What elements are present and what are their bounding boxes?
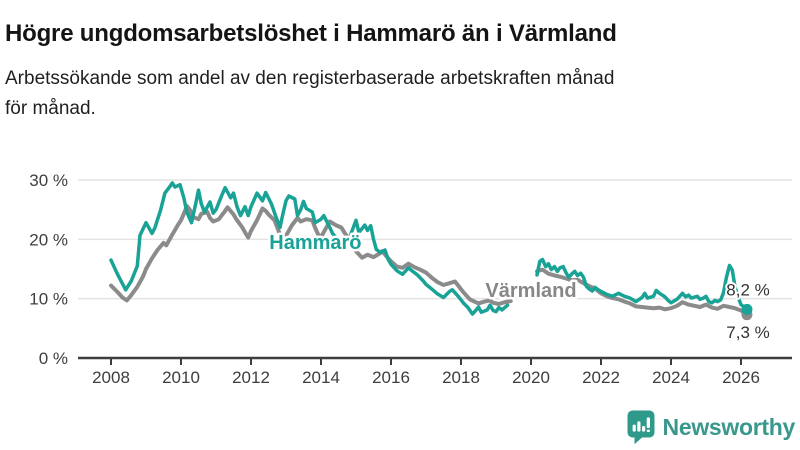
end-value-label-hammaro: 8,2 % [726,281,769,300]
chart-subtitle: Arbetssökande som andel av den registerb… [5,64,775,124]
chart-title: Högre ungdomsarbetslöshet i Hammarö än i… [5,20,617,48]
x-axis-tick-label-2024: 2024 [652,368,690,387]
x-axis-tick-label-2010: 2010 [162,368,200,387]
unemployment-line-chart: 2008 2010 2012 2014 2016 2018 2020 2022 2024 2026… [29,171,792,387]
series-line-varmland-0 [109,204,513,306]
x-axis-tick-label-2014: 2014 [302,368,340,387]
x-axis-tick-label-2018: 2018 [442,368,480,387]
series-end-dot-hammaro [741,303,753,315]
y-axis-tick-label-0: 0 % [39,349,68,368]
x-axis-tick-label-2012: 2012 [232,368,270,387]
series-label-hammaro: Hammarö [269,232,361,254]
x-axis-tick-label-2022: 2022 [582,368,620,387]
x-axis-tick-label-2020: 2020 [512,368,550,387]
y-axis-tick-label-20: 20 % [29,230,68,249]
series-line-hammaro-0 [109,181,510,316]
newsworthy-logo-text: Newsworthy [662,413,796,440]
y-axis-tick-label-30: 30 % [29,171,68,190]
x-axis-tick-label-2016: 2016 [372,368,410,387]
x-axis-tick-label-2008: 2008 [92,368,130,387]
end-value-label-varmland: 7,3 % [726,323,769,342]
y-axis-tick-label-10: 10 % [29,290,68,309]
chart-subtitle-line1: Arbetssökande som andel av den registerb… [5,68,615,89]
series-line-varmland-1 [535,267,749,317]
chart-subtitle-line2: för månad. [5,98,96,119]
series-label-varmland: Värmland [485,280,576,302]
x-axis-tick-label-2026: 2026 [722,368,760,387]
series-line-hammaro-1 [535,257,749,312]
newsworthy-bubble-chart-icon [627,410,655,445]
newsworthy-logo[interactable]: Newsworthy [626,409,795,445]
